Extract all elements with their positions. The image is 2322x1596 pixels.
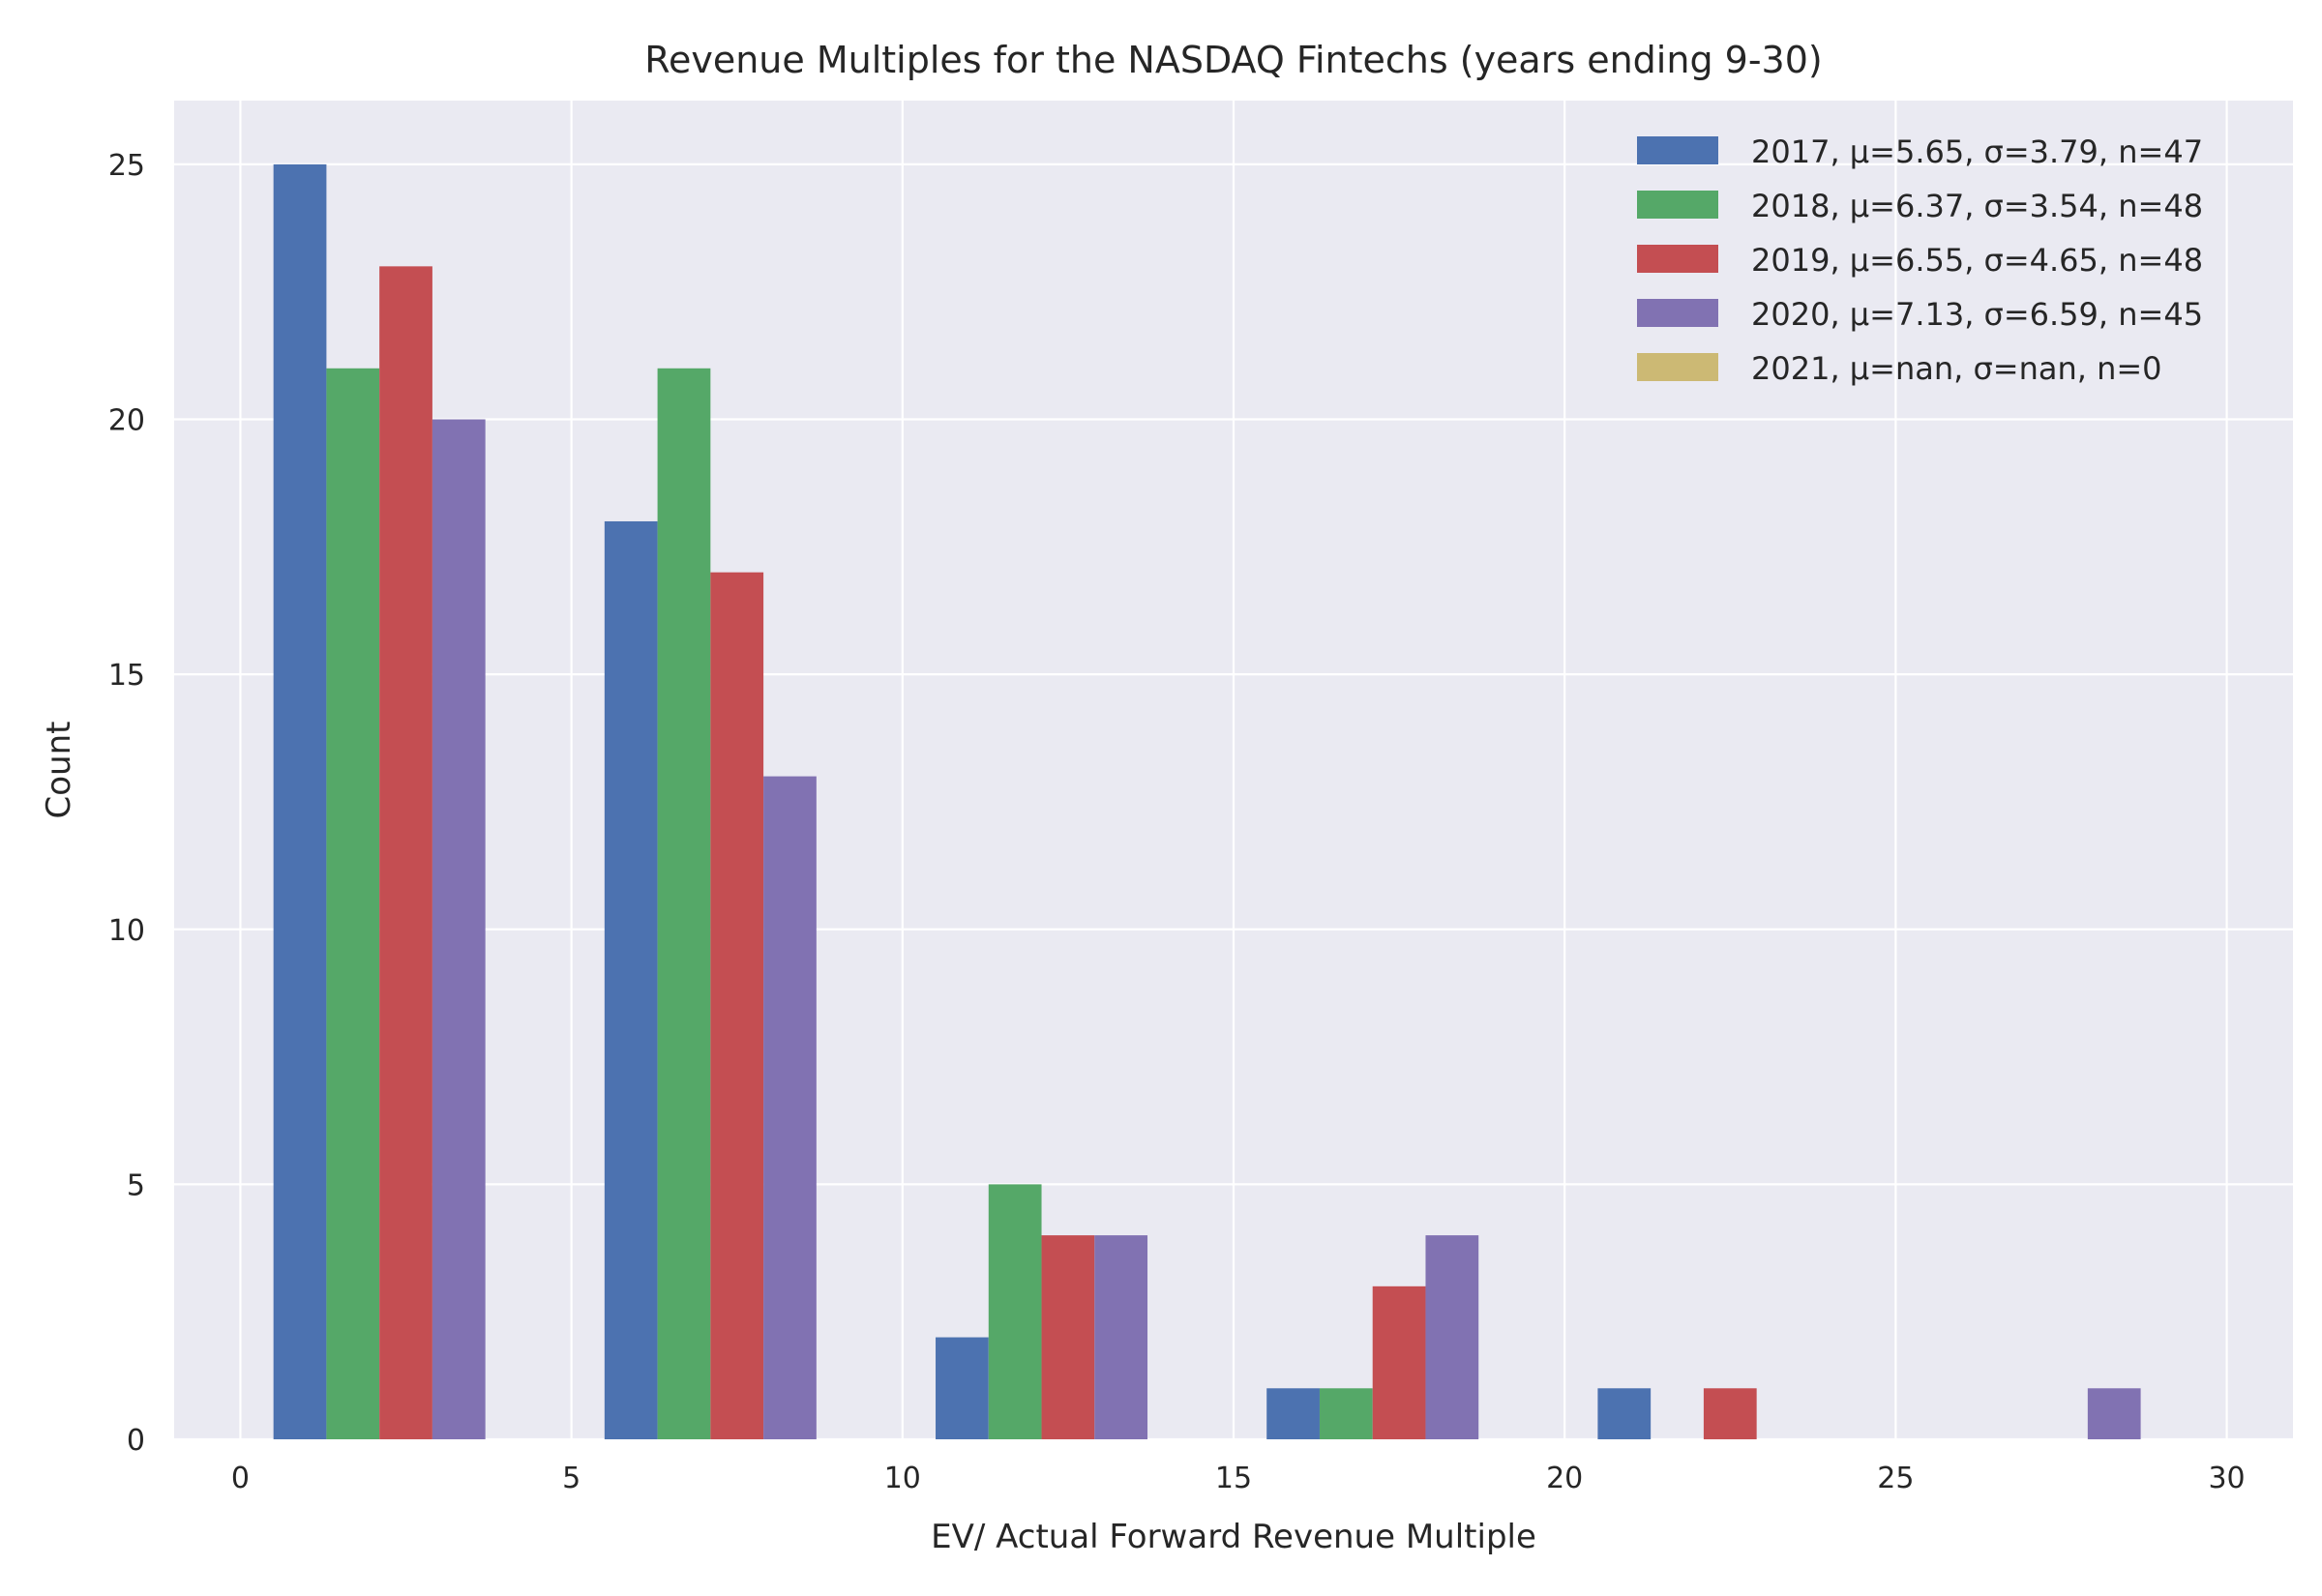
bar-2019-bin-4 bbox=[1703, 1388, 1757, 1439]
x-tick-label: 0 bbox=[231, 1462, 250, 1495]
x-tick-label: 15 bbox=[1215, 1462, 1252, 1495]
y-tick-label: 5 bbox=[127, 1168, 145, 1202]
legend-label: 2017, μ=5.65, σ=3.79, n=47 bbox=[1751, 133, 2203, 170]
x-tick-label: 30 bbox=[2208, 1462, 2245, 1495]
bar-2019-bin-3 bbox=[1372, 1286, 1426, 1439]
legend-swatch bbox=[1637, 136, 1718, 164]
bar-2017-bin-4 bbox=[1597, 1388, 1652, 1439]
bar-2019-bin-1 bbox=[710, 572, 764, 1439]
x-axis-label: EV/ Actual Forward Revenue Multiple bbox=[931, 1518, 1536, 1556]
legend-label: 2018, μ=6.37, σ=3.54, n=48 bbox=[1751, 188, 2203, 224]
x-tick-label: 10 bbox=[884, 1462, 921, 1495]
bar-2018-bin-2 bbox=[988, 1184, 1042, 1439]
bar-2020-bin-1 bbox=[763, 776, 817, 1439]
legend-swatch bbox=[1637, 353, 1718, 381]
chart-title: Revenue Multiples for the NASDAQ Fintech… bbox=[644, 39, 1822, 81]
legend-swatch bbox=[1637, 191, 1718, 219]
x-tick-label: 5 bbox=[562, 1462, 580, 1495]
bar-2018-bin-0 bbox=[326, 368, 380, 1439]
y-tick-label: 20 bbox=[108, 404, 145, 438]
legend-label: 2021, μ=nan, σ=nan, n=0 bbox=[1751, 350, 2162, 387]
bar-2020-bin-2 bbox=[1094, 1235, 1148, 1439]
bar-2018-bin-3 bbox=[1319, 1388, 1373, 1439]
y-tick-label: 0 bbox=[127, 1424, 145, 1458]
bar-2020-bin-0 bbox=[432, 419, 486, 1439]
bar-2018-bin-1 bbox=[657, 368, 711, 1439]
x-axis-ticks: 0 5 10 15 20 25 30 bbox=[231, 1462, 2246, 1495]
bar-2020-bin-3 bbox=[1425, 1235, 1479, 1439]
legend: 2017, μ=5.65, σ=3.79, n=47 2018, μ=6.37, … bbox=[1637, 133, 2203, 387]
bar-2017-bin-1 bbox=[604, 520, 658, 1439]
bar-2017-bin-3 bbox=[1266, 1388, 1320, 1439]
y-axis-label: Count bbox=[40, 722, 78, 819]
legend-swatch bbox=[1637, 299, 1718, 327]
y-axis-ticks: 0 5 10 15 20 25 bbox=[108, 149, 145, 1458]
x-tick-label: 20 bbox=[1546, 1462, 1583, 1495]
bar-2019-bin-0 bbox=[379, 266, 432, 1439]
x-tick-label: 25 bbox=[1877, 1462, 1914, 1495]
bars bbox=[273, 163, 2141, 1439]
grid-lines bbox=[174, 101, 2293, 1441]
bar-2017-bin-2 bbox=[936, 1337, 989, 1439]
bar-2020-bin-5 bbox=[2087, 1388, 2141, 1439]
y-tick-label: 25 bbox=[108, 149, 145, 183]
y-tick-label: 10 bbox=[108, 914, 145, 948]
legend-swatch bbox=[1637, 245, 1718, 273]
bar-2017-bin-0 bbox=[273, 163, 327, 1439]
y-tick-label: 15 bbox=[108, 659, 145, 693]
legend-label: 2020, μ=7.13, σ=6.59, n=45 bbox=[1751, 296, 2203, 333]
legend-label: 2019, μ=6.55, σ=4.65, n=48 bbox=[1751, 242, 2203, 279]
bar-2019-bin-2 bbox=[1041, 1235, 1095, 1439]
